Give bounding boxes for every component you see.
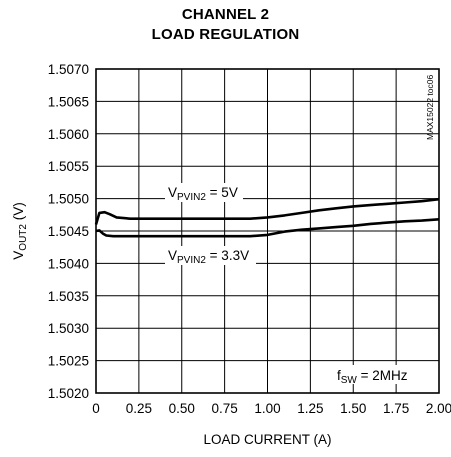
- y-tick-label: 1.5050: [48, 192, 89, 207]
- y-tick-label: 1.5030: [48, 321, 89, 336]
- label-backing: [165, 183, 243, 202]
- x-tick-label: 1.50: [340, 401, 366, 416]
- x-tick-label: 2.00: [426, 401, 451, 416]
- series-line-2: [95, 218, 440, 238]
- y-tick-label: 1.5025: [48, 354, 89, 369]
- y-tick-label: 1.5070: [48, 62, 89, 77]
- y-tick-label: 1.5035: [48, 289, 89, 304]
- y-tick-label: 1.5020: [48, 386, 89, 401]
- y-tick-label: 1.5045: [48, 224, 89, 239]
- annotation-backing: [334, 365, 432, 384]
- x-tick-label: 1.75: [383, 401, 409, 416]
- x-axis-label: LOAD CURRENT (A): [203, 432, 331, 447]
- y-tick-label: 1.5065: [48, 94, 89, 109]
- x-tick-label: 0.50: [169, 401, 195, 416]
- x-tick-label: 0.75: [211, 401, 237, 416]
- x-tick-label: 0.25: [126, 401, 152, 416]
- chart-title: CHANNEL 2: [181, 6, 270, 23]
- label-backing: [165, 246, 256, 265]
- series-line-1: [94, 197, 440, 225]
- switching-frequency-annotation: fSW = 2MHz: [337, 368, 408, 386]
- chart-subtitle: LOAD REGULATION: [151, 26, 300, 43]
- figure-code: MAX15022 toc06: [425, 75, 435, 140]
- x-tick-label: 1.00: [254, 401, 280, 416]
- y-axis-label: VOUT2 (V): [11, 202, 29, 259]
- y-tick-label: 1.5055: [48, 159, 89, 174]
- x-tick-label: 1.25: [297, 401, 323, 416]
- x-tick-label: 0: [92, 401, 100, 416]
- series-label-3v3: VPVIN2 = 3.3V: [168, 248, 249, 266]
- series-label-5v: VPVIN2 = 5V: [168, 185, 238, 203]
- y-tick-label: 1.5060: [48, 127, 89, 142]
- y-tick-label: 1.5040: [48, 256, 89, 271]
